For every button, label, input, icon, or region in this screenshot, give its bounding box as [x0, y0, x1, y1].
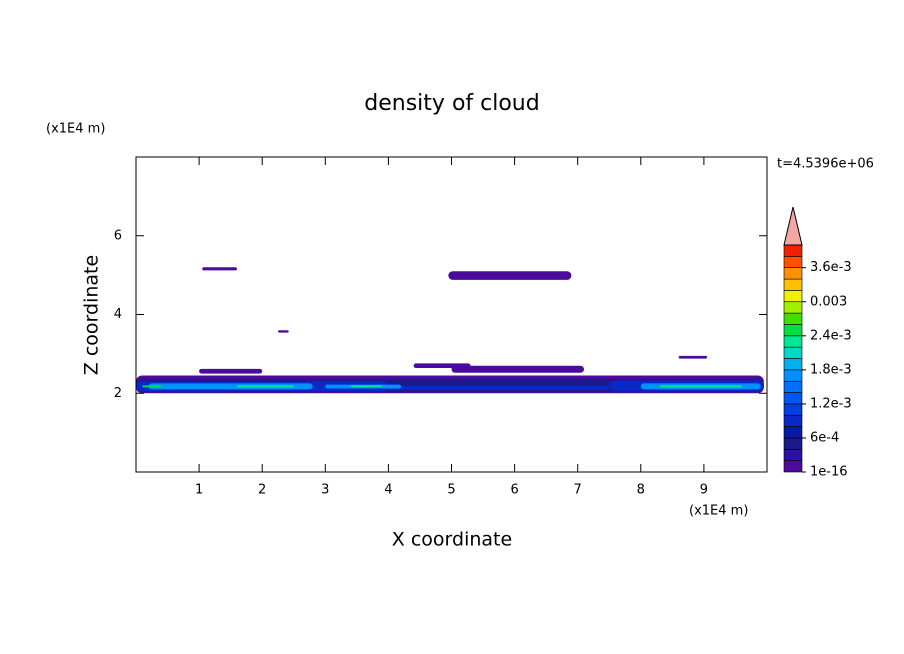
colorbar-band	[783, 312, 803, 325]
contour-patch	[451, 365, 585, 373]
colorbar-band	[783, 324, 803, 337]
contour-patch	[678, 355, 708, 359]
colorbar-tick-label: 0.003	[810, 294, 847, 309]
colorbar-tick-label: 2.4e-3	[810, 328, 852, 343]
x-tick-label: 4	[384, 483, 392, 498]
y-axis-label: Z coordinate	[81, 255, 103, 375]
colorbar-band	[783, 244, 803, 257]
colorbar-band	[783, 346, 803, 359]
x-unit: (x1E4 m)	[689, 504, 748, 519]
y-tick-label: 2	[114, 386, 122, 401]
colorbar-tick-label: 1.8e-3	[810, 362, 852, 377]
colorbar-band	[783, 256, 803, 269]
contour-patch	[277, 330, 289, 333]
colorbar-band	[783, 369, 803, 382]
colorbar-band	[783, 290, 803, 303]
x-tick-label: 2	[258, 483, 266, 498]
contour-patch	[448, 271, 572, 280]
colorbar-band	[783, 358, 803, 371]
time-label: t=4.5396e+06	[777, 157, 874, 172]
x-tick-label: 3	[321, 483, 329, 498]
y-tick-label: 4	[114, 307, 122, 322]
colorbar-band	[783, 278, 803, 291]
colorbar-band	[783, 380, 803, 393]
colorbar-tick-label: 3.6e-3	[810, 260, 852, 275]
colorbar-band	[783, 403, 803, 416]
y-unit: (x1E4 m)	[46, 122, 105, 137]
x-tick-label: 5	[447, 483, 455, 498]
colorbar-band	[783, 426, 803, 439]
y-tick-label: 6	[114, 228, 122, 243]
x-tick-label: 9	[700, 483, 708, 498]
x-tick-label: 1	[195, 483, 203, 498]
colorbar-band	[783, 448, 803, 461]
colorbar-band	[783, 335, 803, 348]
colorbar-band	[783, 392, 803, 405]
colorbar-tick-label: 1e-16	[810, 465, 848, 480]
contour-patch	[388, 386, 610, 391]
contour-patch	[199, 368, 263, 374]
chart-title: density of cloud	[364, 91, 539, 116]
contour-patch	[659, 385, 742, 388]
colorbar-band	[783, 414, 803, 427]
colorbar-tick-label: 6e-4	[810, 430, 839, 445]
x-axis-label: X coordinate	[392, 529, 512, 551]
colorbar-band	[783, 460, 803, 473]
contour-patch	[142, 385, 162, 388]
x-tick-label: 8	[637, 483, 645, 498]
contour-patch	[148, 383, 313, 390]
contour-patch	[350, 385, 383, 387]
colorbar-tick-label: 1.2e-3	[810, 396, 852, 411]
contour-patch	[236, 385, 294, 388]
x-tick-label: 6	[510, 483, 518, 498]
colorbar-band	[783, 301, 803, 314]
colorbar-extend	[783, 206, 803, 246]
colorbar-band	[783, 267, 803, 280]
colorbar-band	[783, 437, 803, 450]
contour-patch	[202, 267, 237, 271]
x-tick-label: 7	[574, 483, 582, 498]
